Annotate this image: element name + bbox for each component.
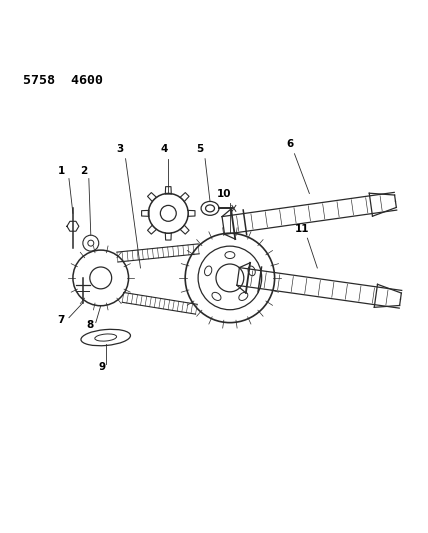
Text: 1: 1 [57,166,65,175]
Text: 5: 5 [196,144,204,154]
Text: 6: 6 [286,139,293,149]
Text: 4: 4 [160,144,168,154]
Text: 7: 7 [57,314,65,325]
Text: 9: 9 [98,362,105,373]
Text: 2: 2 [80,166,87,175]
Text: 10: 10 [217,189,231,199]
Text: 8: 8 [86,320,93,329]
Text: 3: 3 [116,144,123,154]
Text: 5758  4600: 5758 4600 [23,74,103,87]
Text: 11: 11 [295,224,310,234]
